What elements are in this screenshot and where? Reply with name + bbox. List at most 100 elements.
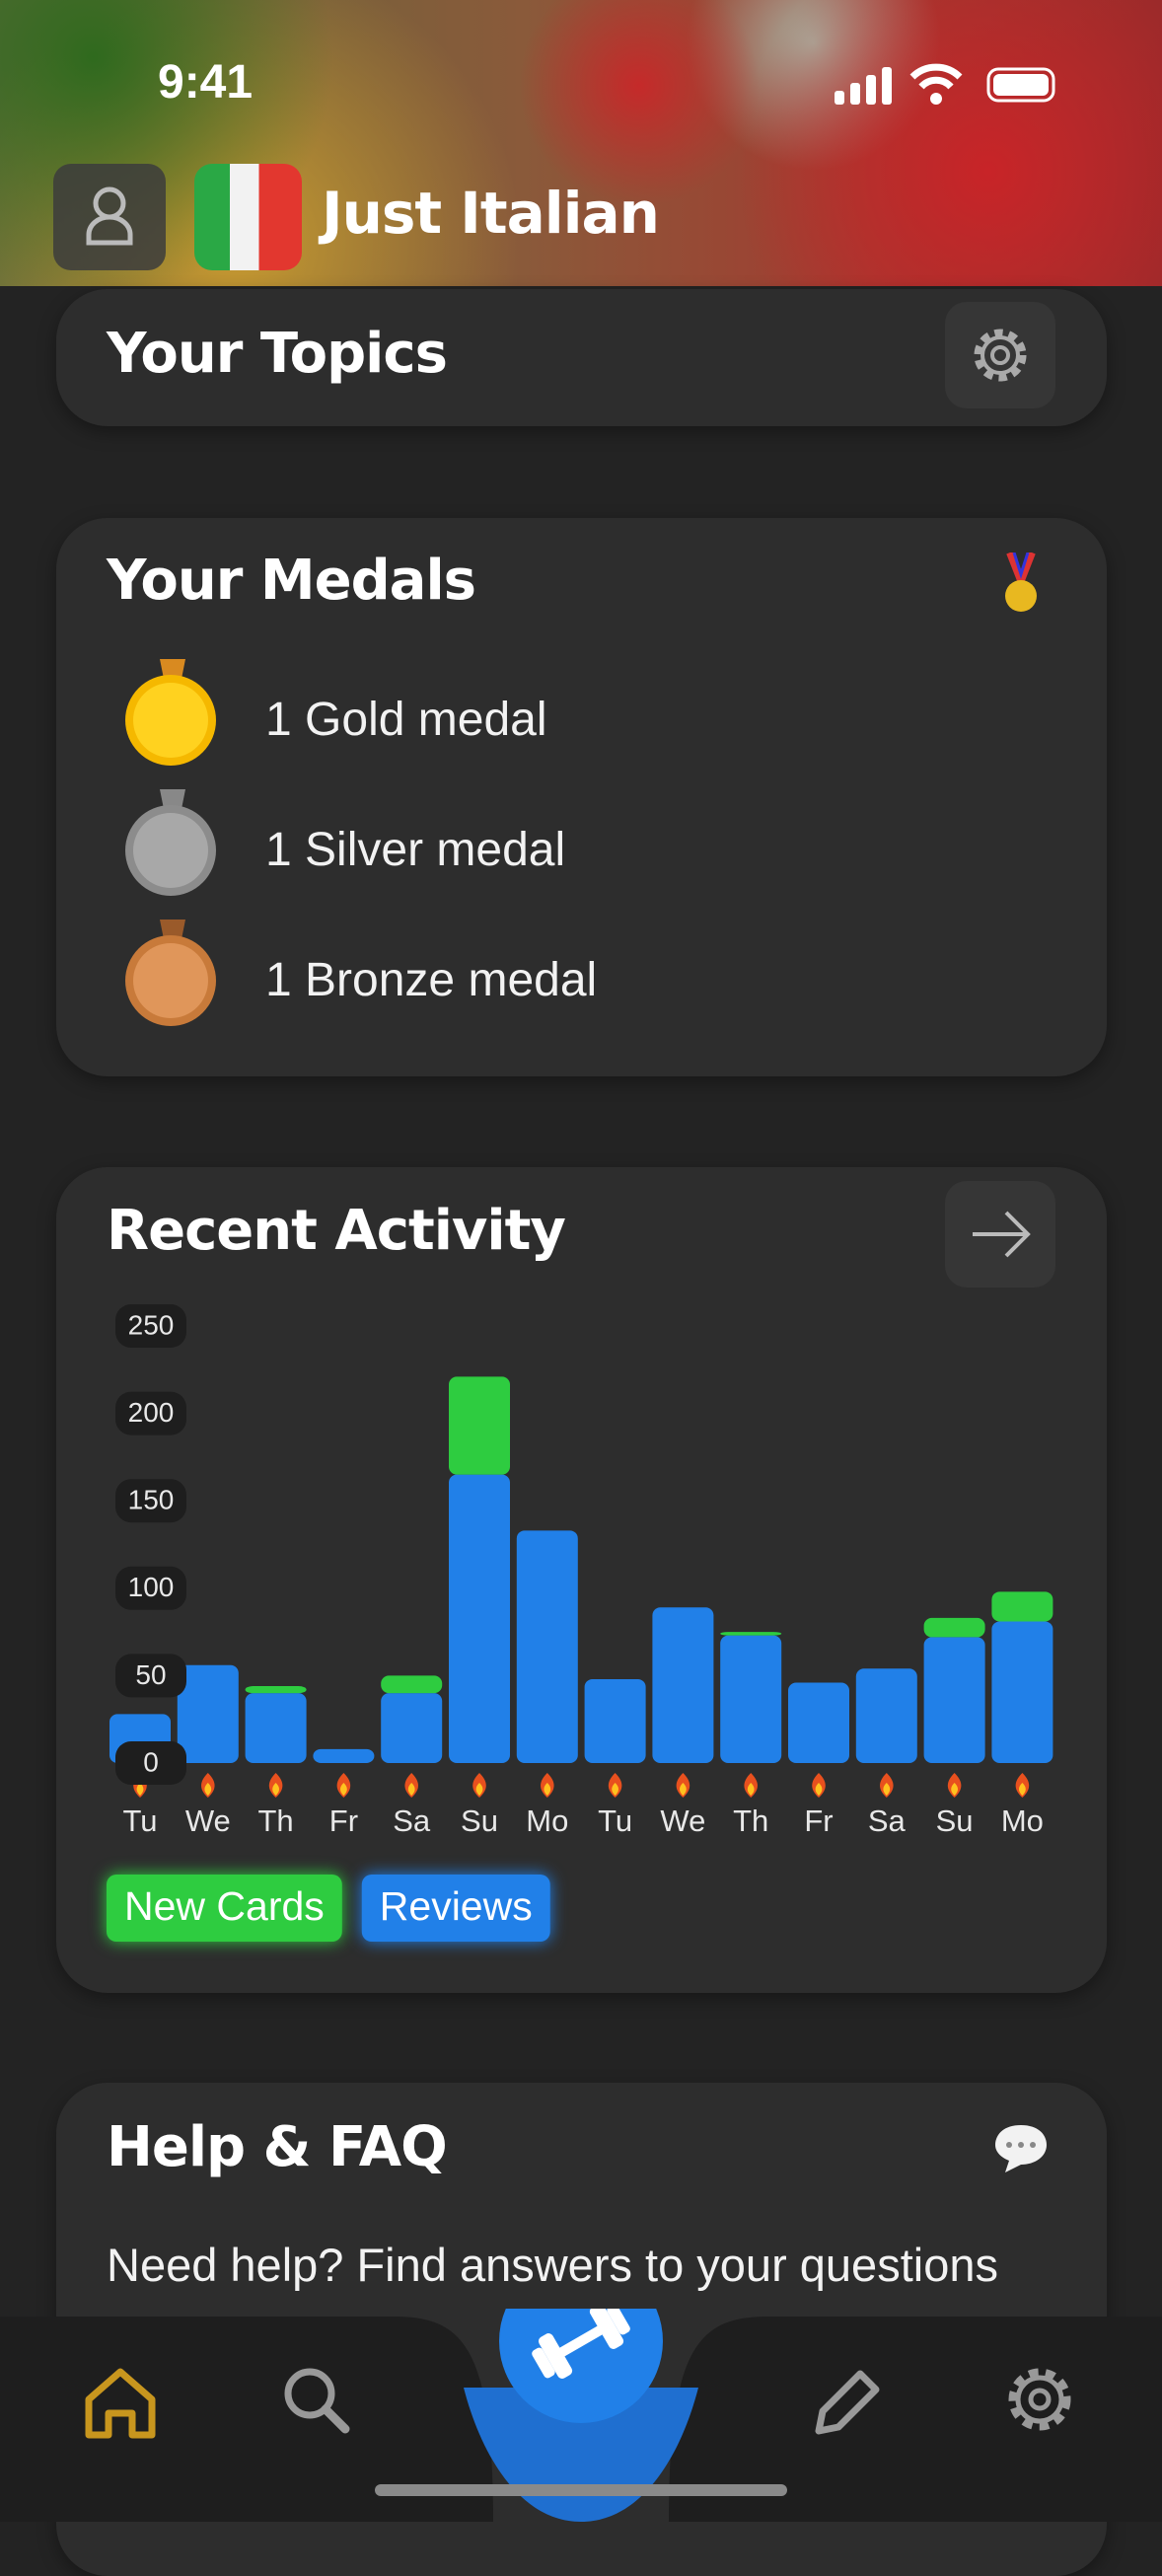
flame-inner [340, 1783, 347, 1796]
y-tick-label: 100 [128, 1572, 175, 1602]
bar [449, 1474, 510, 1763]
legend-label: New Cards [124, 1883, 325, 1929]
medals-title: Your Medals [107, 549, 476, 613]
profile-icon [86, 186, 133, 246]
streak-flame [608, 1773, 622, 1798]
status-time: 9:41 [158, 56, 254, 109]
activity-chart: Tu We Th Fr Sa Su Mo Tu We Th Fr Sa Su Mo 0 50 100 150 200… [107, 1304, 1053, 1942]
streak-flame [541, 1773, 554, 1798]
flame-inner [680, 1783, 687, 1796]
y-tick-pill [115, 1741, 186, 1785]
flame-inner [136, 1783, 144, 1796]
search-tab[interactable] [284, 2368, 350, 2434]
flame-inner [475, 1783, 483, 1796]
bar [923, 1637, 985, 1763]
course-flag[interactable] [194, 164, 302, 270]
y-tick-label: 200 [128, 1397, 175, 1428]
x-tick-label: Fr [804, 1803, 833, 1838]
topics-settings-button[interactable] [945, 302, 1055, 408]
tab-bar [0, 2309, 1162, 2522]
bar [991, 1591, 1053, 1622]
status-icons [835, 63, 1055, 105]
legend-item: New Cards [107, 1875, 342, 1942]
bar [381, 1693, 443, 1763]
settings-tab[interactable] [1008, 2368, 1071, 2431]
help-text: Need help? Find answers to your question… [107, 2239, 998, 2291]
x-tick-label: Fr [329, 1803, 358, 1838]
x-tick-label: Sa [868, 1803, 907, 1838]
x-tick-label: We [660, 1803, 705, 1838]
flame-inner [272, 1783, 279, 1796]
arrow-icon [973, 1211, 1031, 1258]
help-title: Help & FAQ [107, 2115, 448, 2179]
flame-inner [204, 1783, 212, 1796]
bar [245, 1686, 307, 1694]
practice-button[interactable] [499, 2309, 663, 2423]
flame-inner [951, 1783, 958, 1796]
app-screen: 9:41 Just Italian Your Topics Your Medal… [0, 0, 1162, 2522]
y-tick-pill [115, 1566, 186, 1610]
medal-label: 1 Bronze medal [265, 954, 598, 1006]
flame-inner [407, 1783, 415, 1796]
y-tick-label: 150 [128, 1485, 175, 1515]
gear-icon [974, 329, 1027, 382]
edit-tab[interactable] [815, 2370, 880, 2435]
streak-flame [1015, 1773, 1030, 1798]
bar [991, 1621, 1053, 1763]
streak-flame [812, 1773, 826, 1798]
streak-flame [472, 1773, 486, 1798]
home-tab[interactable] [85, 2368, 156, 2439]
flame-inner [544, 1783, 551, 1796]
legend-item: Reviews [361, 1875, 550, 1942]
streak-flame [947, 1773, 962, 1798]
flame-inner [815, 1783, 823, 1796]
x-tick-label: Tu [122, 1803, 157, 1838]
profile-button[interactable] [53, 164, 166, 270]
bar [177, 1664, 239, 1763]
streak-flame [268, 1773, 283, 1798]
flame-inner [612, 1783, 618, 1796]
bar [788, 1682, 849, 1763]
bar [855, 1668, 917, 1763]
medal-label: 1 Silver medal [265, 824, 566, 876]
x-tick-label: Tu [598, 1803, 632, 1838]
streak-flame [676, 1773, 690, 1798]
medal-icons [125, 659, 216, 1026]
chart-title: Recent Activity [107, 1199, 566, 1263]
y-tick-label: 0 [143, 1746, 159, 1777]
x-tick-label: Sa [393, 1803, 431, 1838]
x-tick-label: Mo [1001, 1803, 1044, 1838]
bar [584, 1678, 646, 1763]
chat-icon [995, 2125, 1047, 2172]
topics-card [56, 289, 1107, 426]
bar [449, 1376, 510, 1475]
bar [516, 1530, 578, 1763]
medal-badge-icon [1005, 552, 1037, 612]
activity-card [56, 1167, 1107, 1993]
x-tick-label: Th [733, 1803, 768, 1838]
bar [381, 1675, 443, 1694]
medal-label: 1 Gold medal [265, 694, 547, 746]
x-tick-label: Su [936, 1803, 974, 1838]
streak-flame [201, 1773, 215, 1798]
bar [720, 1635, 782, 1763]
y-tick-pill [115, 1654, 186, 1698]
flame-inner [883, 1783, 891, 1796]
app-title: Just Italian [322, 180, 660, 247]
streak-flame [336, 1773, 351, 1798]
y-tick-pill [115, 1304, 186, 1348]
topics-title: Your Topics [107, 322, 448, 386]
header-background [0, 0, 1162, 286]
activity-open-button[interactable] [945, 1181, 1055, 1288]
legend-label: Reviews [380, 1883, 533, 1929]
y-tick-label: 50 [135, 1659, 166, 1690]
streak-flame [404, 1773, 418, 1798]
streak-flame [880, 1773, 894, 1798]
flame-inner [1019, 1783, 1026, 1796]
y-tick-pill [115, 1391, 186, 1435]
x-tick-label: Su [461, 1803, 498, 1838]
legend-pill [107, 1875, 342, 1942]
bar [652, 1607, 714, 1763]
flame-inner [747, 1783, 755, 1796]
x-tick-label: Mo [526, 1803, 568, 1838]
